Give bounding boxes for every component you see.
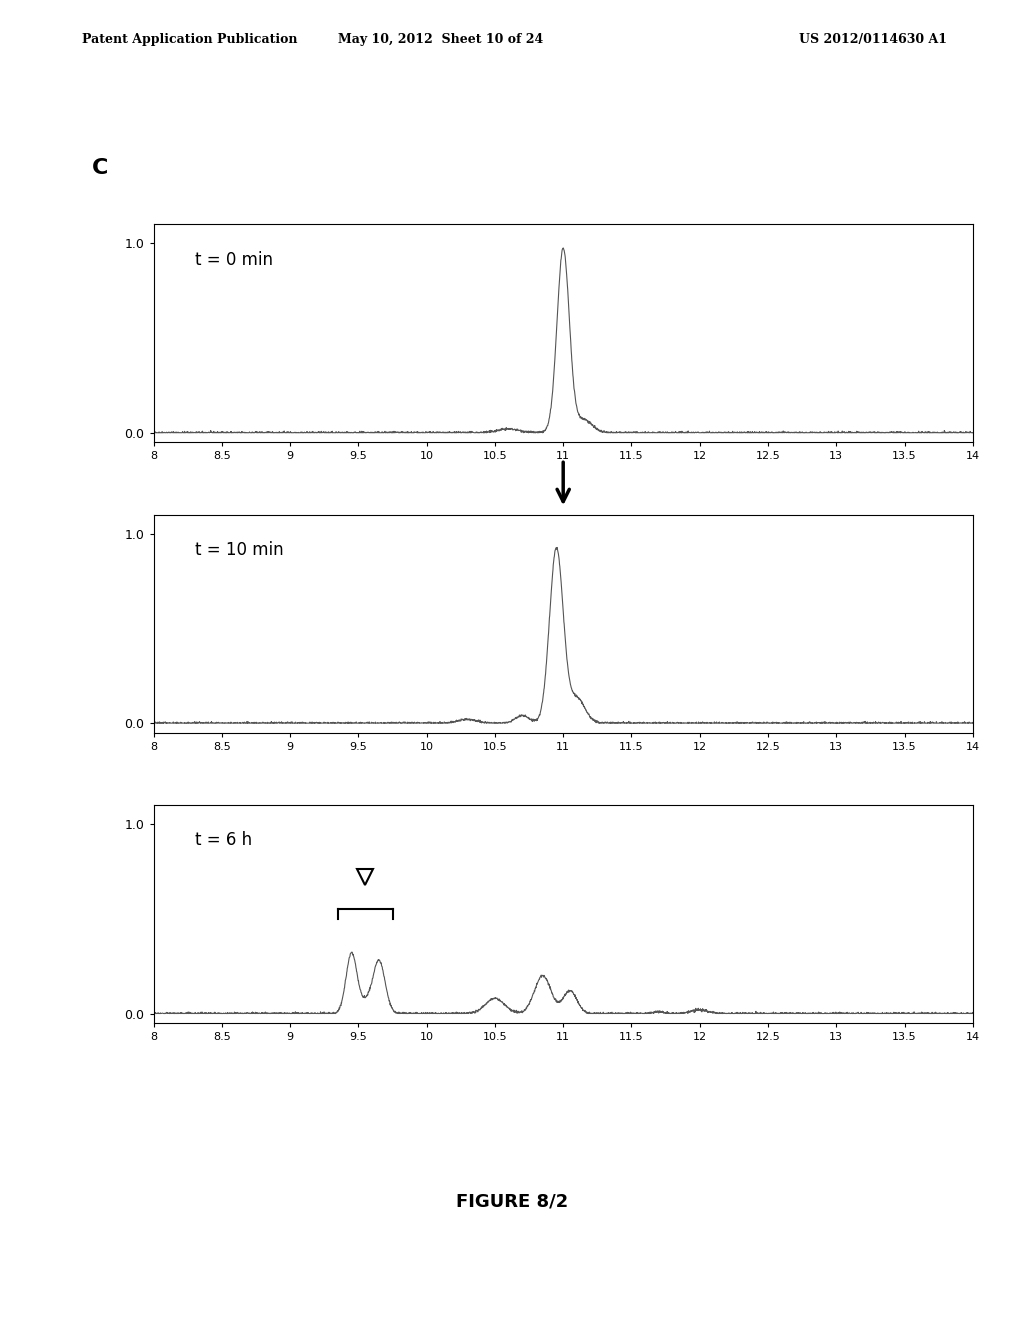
Text: FIGURE 8/2: FIGURE 8/2 bbox=[456, 1192, 568, 1210]
Text: C: C bbox=[92, 158, 109, 178]
Text: t = 10 min: t = 10 min bbox=[195, 541, 284, 558]
Text: Patent Application Publication: Patent Application Publication bbox=[82, 33, 297, 46]
Text: t = 6 h: t = 6 h bbox=[195, 832, 252, 849]
Text: May 10, 2012  Sheet 10 of 24: May 10, 2012 Sheet 10 of 24 bbox=[338, 33, 543, 46]
Text: US 2012/0114630 A1: US 2012/0114630 A1 bbox=[799, 33, 947, 46]
Text: t = 0 min: t = 0 min bbox=[195, 251, 272, 268]
